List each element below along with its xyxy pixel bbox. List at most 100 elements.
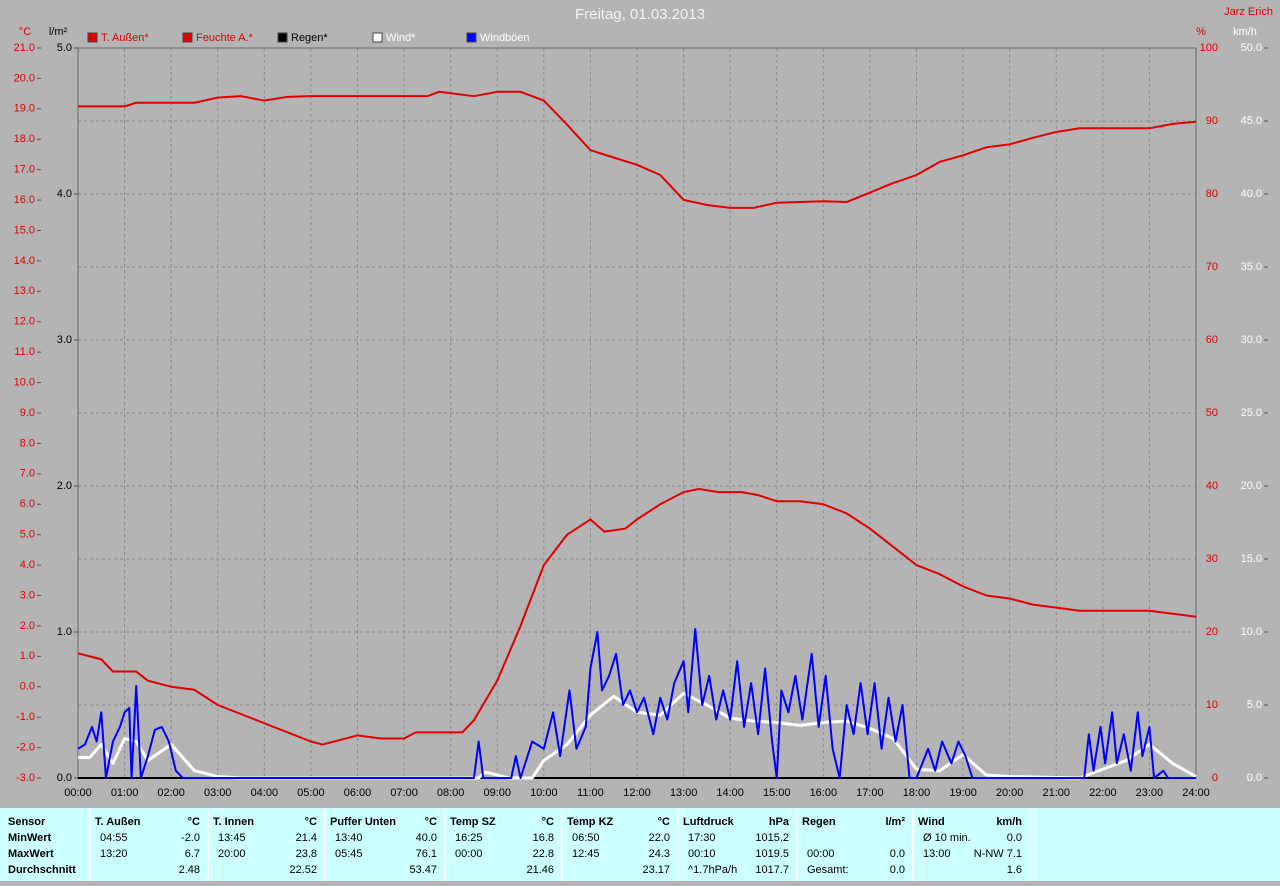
stats-group-unit: km/h (996, 816, 1022, 828)
y3-tick-label: 4.0 (57, 188, 72, 200)
x-tick-label: 18:00 (903, 787, 931, 799)
y-axis-label: °C (19, 26, 31, 38)
stats-group-unit: hPa (769, 816, 790, 828)
stats-value: 40.0 (416, 832, 437, 844)
y-tick-label: -1.0 (16, 711, 35, 723)
stats-value: 6.7 (185, 848, 200, 860)
y4-tick-label: 30.0 (1241, 334, 1262, 346)
series-line (77, 628, 1196, 779)
x-tick-label: 06:00 (344, 787, 372, 799)
y-tick-label: -2.0 (16, 741, 35, 753)
legend-swatch (277, 32, 288, 43)
y-tick-label: -3.0 (16, 772, 35, 784)
stats-time: 06:50 (572, 832, 600, 844)
legend-swatch (87, 32, 98, 43)
stats-value: 21.4 (296, 832, 317, 844)
legend-label: Regen* (291, 32, 328, 44)
y-tick-label: 6.0 (20, 498, 35, 510)
stats-value: 22.52 (289, 864, 317, 876)
stats-value: 1015.2 (755, 832, 789, 844)
stats-value: -2.0 (181, 832, 200, 844)
stats-time: ^1.7hPa/h (688, 864, 737, 876)
y-tick-label: 5.0 (20, 529, 35, 541)
stats-row-label: Sensor (8, 816, 46, 828)
x-tick-label: 15:00 (763, 787, 791, 799)
stats-value: 24.3 (649, 848, 670, 860)
x-tick-label: 24:00 (1182, 787, 1210, 799)
x-tick-label: 11:00 (577, 787, 604, 799)
y-tick-label: 14.0 (14, 255, 35, 267)
y4-tick-label: 35.0 (1241, 261, 1262, 273)
stats-value: 0.0 (890, 848, 905, 860)
stats-group-name: Luftdruck (683, 816, 735, 828)
y2-tick-label: 30 (1206, 553, 1218, 565)
y-tick-label: 0.0 (20, 681, 35, 693)
x-tick-label: 12:00 (623, 787, 651, 799)
stats-time: 13:45 (218, 832, 246, 844)
stats-time: 04:55 (100, 832, 128, 844)
stats-group-unit: °C (658, 816, 670, 828)
stats-time: 13:40 (335, 832, 363, 844)
y2-tick-label: 70 (1206, 261, 1218, 273)
stats-value: 2.48 (179, 864, 200, 876)
y4-tick-label: 15.0 (1241, 553, 1262, 565)
series-line (78, 90, 1197, 209)
y-tick-label: 3.0 (20, 589, 35, 601)
x-tick-label: 22:00 (1089, 787, 1117, 799)
stats-time: Ø 10 min. (923, 832, 971, 844)
stats-value: 1.6 (1007, 864, 1022, 876)
y4-tick-label: 25.0 (1241, 407, 1262, 419)
y4-tick-label: 45.0 (1241, 115, 1262, 127)
y-tick-label: 15.0 (14, 224, 35, 236)
author: Jarz Erich (1224, 6, 1273, 18)
y2-tick-label: 40 (1206, 480, 1218, 492)
stats-value: 1017.7 (755, 864, 789, 876)
x-tick-label: 10:00 (530, 787, 558, 799)
stats-time: 20:00 (218, 848, 246, 860)
legend-label: Windböen (480, 32, 530, 44)
stats-value: 0.0 (1007, 832, 1022, 844)
y2-tick-label: 80 (1206, 188, 1218, 200)
y4-tick-label: 40.0 (1241, 188, 1262, 200)
y4-tick-label: 0.0 (1247, 772, 1262, 784)
y2-tick-label: 60 (1206, 334, 1218, 346)
y-tick-label: 18.0 (14, 133, 35, 145)
x-tick-label: 21:00 (1042, 787, 1070, 799)
y3-tick-label: 5.0 (57, 42, 72, 54)
y4-tick-label: 10.0 (1241, 626, 1262, 638)
stats-value: 1019.5 (755, 848, 789, 860)
y-tick-label: 11.0 (14, 346, 35, 358)
stats-group-name: Regen (802, 816, 836, 828)
y2-tick-label: 0 (1212, 772, 1218, 784)
x-tick-label: 01:00 (111, 787, 139, 799)
stats-row-label: MaxWert (8, 848, 54, 860)
stats-value: N-NW 7.1 (974, 848, 1022, 860)
stats-time: 13:00 (923, 848, 951, 860)
stats-group-unit: °C (542, 816, 554, 828)
series-line (78, 691, 1197, 780)
stats-value: 22.0 (649, 832, 670, 844)
stats-group-name: Temp SZ (450, 816, 496, 828)
stats-group-name: T. Innen (213, 816, 254, 828)
stats-time: Gesamt: (807, 864, 849, 876)
x-tick-label: 09:00 (483, 787, 511, 799)
stats-row-label: MinWert (8, 832, 52, 844)
y2-tick-label: 90 (1206, 115, 1218, 127)
stats-time: 13:20 (100, 848, 128, 860)
stats-group-name: Wind (918, 816, 945, 828)
stats-time: 00:10 (688, 848, 716, 860)
y3-tick-label: 3.0 (57, 334, 72, 346)
x-tick-label: 07:00 (390, 787, 418, 799)
stats-row-label: Durchschnitt (8, 864, 76, 876)
stats-group-name: Puffer Unten (330, 816, 396, 828)
y-tick-label: 9.0 (20, 407, 35, 419)
y4-tick-label: 5.0 (1247, 699, 1262, 711)
x-tick-label: 17:00 (856, 787, 884, 799)
y-tick-label: 1.0 (20, 650, 35, 662)
stats-value: 53.47 (409, 864, 437, 876)
x-tick-label: 20:00 (996, 787, 1024, 799)
y-tick-label: 12.0 (14, 316, 35, 328)
x-tick-label: 14:00 (716, 787, 744, 799)
